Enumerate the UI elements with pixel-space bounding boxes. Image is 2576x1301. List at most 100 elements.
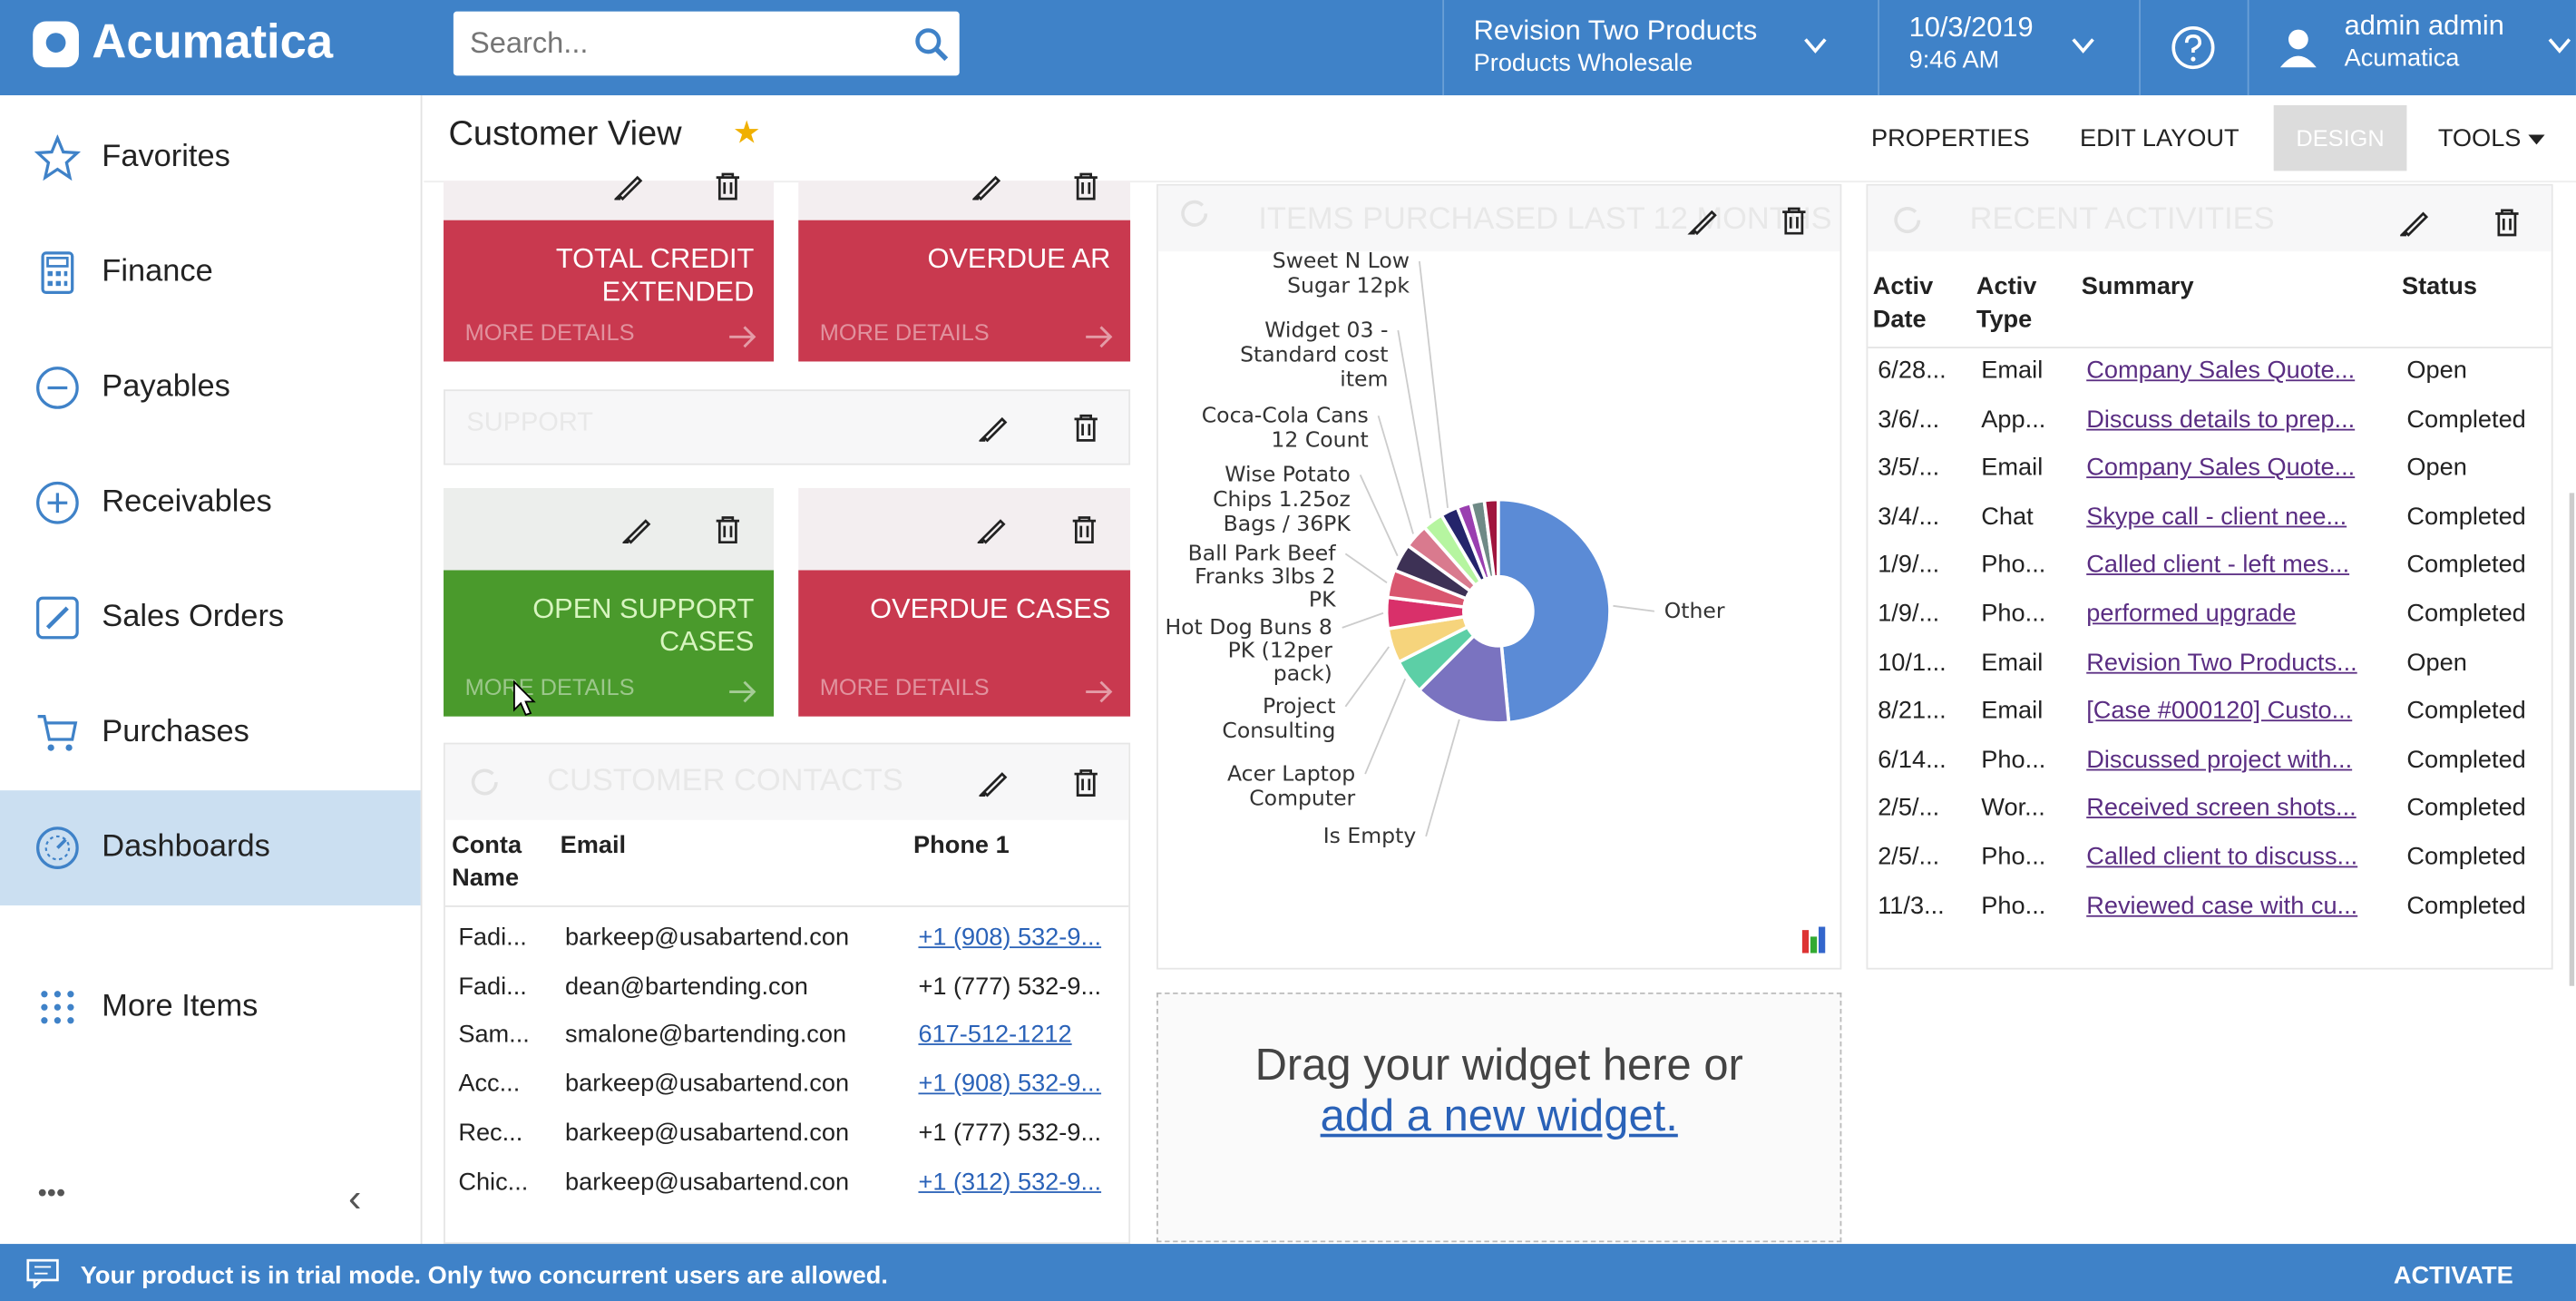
table-row[interactable]: 11/3... Pho... Reviewed case with cu... … <box>1868 888 2551 936</box>
table-row[interactable]: 3/4/... Chat Skype call - client nee... … <box>1868 499 2551 547</box>
search-input[interactable] <box>453 11 914 76</box>
table-row[interactable]: 10/1... Email Revision Two Products... O… <box>1868 645 2551 693</box>
contact-phone[interactable]: +1 (312) 532-9... <box>918 1167 1102 1196</box>
trash-icon[interactable] <box>1782 207 1806 235</box>
sidebar-item-receivables[interactable]: Receivables <box>0 445 421 561</box>
edit-icon[interactable] <box>978 413 1009 443</box>
contact-phone[interactable]: 617-512-1212 <box>918 1021 1072 1050</box>
chevron-down-icon[interactable] <box>1802 36 1829 56</box>
add-widget-dropzone[interactable]: Drag your widget here or add a new widge… <box>1156 992 1842 1243</box>
refresh-icon[interactable] <box>1181 200 1208 227</box>
trash-icon[interactable] <box>713 171 743 201</box>
column-header[interactable]: Summary <box>2081 272 2194 301</box>
sidebar-item-sales-orders[interactable]: Sales Orders <box>0 561 421 676</box>
arrow-right-icon[interactable] <box>727 326 757 348</box>
help-icon[interactable] <box>2171 24 2217 71</box>
activity-summary-link[interactable]: Received screen shots... <box>2086 794 2356 823</box>
properties-button[interactable]: PROPERTIES <box>1870 124 2030 153</box>
table-row[interactable]: Chic... barkeep@usabartend.con +1 (312) … <box>445 1161 1128 1209</box>
table-row[interactable]: 3/5/... Email Company Sales Quote... Ope… <box>1868 451 2551 499</box>
table-row[interactable]: 3/6/... App... Discuss details to prep..… <box>1868 402 2551 450</box>
tile-overdue-ar[interactable]: OVERDUE AR MORE DETAILS <box>798 220 1131 362</box>
activity-summary-link[interactable]: Company Sales Quote... <box>2086 454 2356 483</box>
trash-icon[interactable] <box>713 514 743 544</box>
company-selector[interactable]: Revision Two Products Products Wholesale <box>1474 15 1758 80</box>
more-details-link[interactable]: MORE DETAILS <box>464 673 635 700</box>
search-box[interactable] <box>453 11 960 76</box>
arrow-right-icon[interactable] <box>727 680 757 703</box>
activate-button[interactable]: ACTIVATE <box>2393 1262 2513 1290</box>
edit-icon[interactable] <box>971 171 1002 201</box>
favorite-star-icon[interactable]: ★ <box>732 116 761 152</box>
arrow-right-icon[interactable] <box>1084 680 1114 703</box>
table-row[interactable]: 6/28... Email Company Sales Quote... Ope… <box>1868 353 2551 401</box>
refresh-icon[interactable] <box>1893 204 1923 234</box>
trash-icon[interactable] <box>1069 514 1099 544</box>
column-header[interactable]: Email <box>560 831 627 860</box>
pie-slice[interactable] <box>1482 497 1500 580</box>
contact-phone[interactable]: +1 (908) 532-9... <box>918 923 1102 952</box>
table-row[interactable]: 8/21... Email [Case #000120] Custo... Co… <box>1868 694 2551 742</box>
edit-icon[interactable] <box>976 514 1008 544</box>
sidebar-item-more-items[interactable]: More Items <box>0 950 421 1065</box>
arrow-right-icon[interactable] <box>1084 326 1114 348</box>
activity-summary-link[interactable]: performed upgrade <box>2086 600 2297 628</box>
activity-summary-link[interactable]: [Case #000120] Custo... <box>2086 697 2353 726</box>
chart-type-icon[interactable] <box>1801 926 1826 954</box>
contact-phone[interactable]: +1 (908) 532-9... <box>918 1070 1102 1099</box>
table-row[interactable]: 1/9/... Pho... performed upgrade Complet… <box>1868 596 2551 644</box>
activity-summary-link[interactable]: Reviewed case with cu... <box>2086 891 2358 920</box>
pie-slice[interactable] <box>1417 633 1511 725</box>
sidebar-item-favorites[interactable]: Favorites <box>0 100 421 215</box>
column-header[interactable]: Activ Date <box>1872 272 1934 334</box>
activity-summary-link[interactable]: Discussed project with... <box>2086 745 2353 774</box>
activity-summary-link[interactable]: Discuss details to prep... <box>2086 405 2356 434</box>
sidebar-item-finance[interactable]: Finance <box>0 215 421 330</box>
tile-open-support-cases[interactable]: OPEN SUPPORT CASES MORE DETAILS <box>444 570 775 717</box>
edit-icon[interactable] <box>2398 207 2430 237</box>
more-options-icon[interactable]: ••• <box>37 1179 66 1208</box>
sidebar-item-dashboards[interactable]: Dashboards <box>0 790 421 905</box>
column-header[interactable]: Status <box>2401 272 2478 301</box>
trash-icon[interactable] <box>1071 413 1101 443</box>
date-selector[interactable]: 10/3/2019 9:46 AM <box>1909 12 2034 77</box>
table-row[interactable]: Sam... smalone@bartending.con 617-512-12… <box>445 1014 1128 1062</box>
table-row[interactable]: Rec... barkeep@usabartend.con +1 (777) 5… <box>445 1112 1128 1160</box>
activity-summary-link[interactable]: Called client to discuss... <box>2086 843 2358 871</box>
table-row[interactable]: Fadi... dean@bartending.con +1 (777) 532… <box>445 965 1128 1013</box>
activity-summary-link[interactable]: Revision Two Products... <box>2086 648 2357 677</box>
chevron-down-icon[interactable] <box>2546 36 2572 56</box>
sidebar-item-purchases[interactable]: Purchases <box>0 675 421 790</box>
trash-icon[interactable] <box>2493 207 2522 237</box>
table-row[interactable]: 2/5/... Pho... Called client to discuss.… <box>1868 840 2551 888</box>
collapse-sidebar-icon[interactable]: ‹ <box>347 1176 362 1221</box>
sidebar-item-payables[interactable]: Payables <box>0 330 421 445</box>
column-header[interactable]: Activ Type <box>1976 272 2037 334</box>
trash-icon[interactable] <box>1071 171 1101 201</box>
scrollbar[interactable] <box>2569 493 2575 986</box>
column-header[interactable]: Phone 1 <box>913 831 1010 860</box>
chevron-down-icon[interactable] <box>2070 36 2096 56</box>
add-new-widget-link[interactable]: add a new widget. <box>1320 1091 1678 1140</box>
search-icon[interactable] <box>913 26 950 63</box>
activity-summary-link[interactable]: Company Sales Quote... <box>2086 357 2356 385</box>
tools-menu[interactable]: TOOLS <box>2438 125 2545 152</box>
trash-icon[interactable] <box>1071 768 1101 797</box>
column-header[interactable]: Conta Name <box>452 831 522 893</box>
activity-summary-link[interactable]: Skype call - client nee... <box>2086 502 2347 531</box>
edit-icon[interactable] <box>612 171 644 201</box>
pie-slice[interactable] <box>1497 497 1612 725</box>
design-button[interactable]: DESIGN <box>2273 104 2407 171</box>
more-details-link[interactable]: MORE DETAILS <box>819 318 990 346</box>
edit-icon[interactable] <box>620 514 652 544</box>
more-details-link[interactable]: MORE DETAILS <box>819 673 990 700</box>
edit-icon[interactable] <box>1687 210 1717 236</box>
edit-layout-button[interactable]: EDIT LAYOUT <box>2079 124 2239 153</box>
table-row[interactable]: 1/9/... Pho... Called client - left mes.… <box>1868 548 2551 596</box>
more-details-link[interactable]: MORE DETAILS <box>464 318 635 346</box>
table-row[interactable]: 2/5/... Wor... Received screen shots... … <box>1868 791 2551 839</box>
logo[interactable]: Acumatica <box>33 16 333 71</box>
tile-overdue-cases[interactable]: OVERDUE CASES MORE DETAILS <box>798 570 1131 717</box>
tile-total-credit-extended[interactable]: TOTAL CREDIT EXTENDED MORE DETAILS <box>444 220 775 362</box>
refresh-icon[interactable] <box>470 766 500 796</box>
